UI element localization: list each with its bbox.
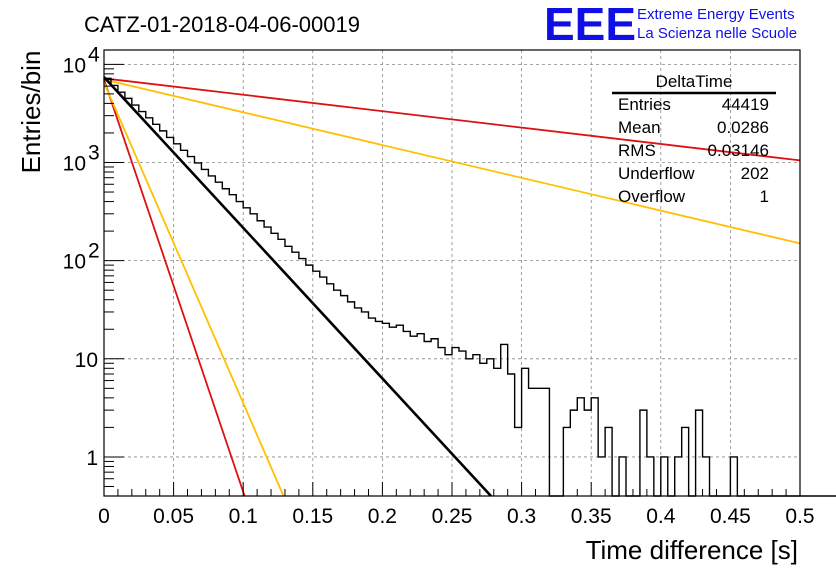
fit-curve <box>103 79 246 497</box>
x-tick-label: 0.25 <box>432 505 473 528</box>
stats-rows: Entries 44419 Mean 0.0286 RMS 0.03146 Underflo… <box>618 95 769 206</box>
stats-value: 202 <box>741 164 769 183</box>
y-tick-exponent: 3 <box>88 141 100 164</box>
logo-mark: EEE <box>544 0 636 50</box>
logo-line-2: La Scienza nelle Scuole <box>637 25 797 42</box>
histogram-series <box>104 77 836 497</box>
x-tick-label: 0.2 <box>368 505 397 528</box>
fit-curves <box>103 76 801 497</box>
stats-label: Overflow <box>618 187 686 206</box>
x-tick-label: 0 <box>98 505 110 528</box>
stats-value: 1 <box>760 187 769 206</box>
stats-label: Mean <box>618 118 661 137</box>
y-tick-label: 10 <box>63 54 86 77</box>
logo-line-1: Extreme Energy Events <box>637 6 795 23</box>
x-tick-label: 0.35 <box>571 505 612 528</box>
fit-curve <box>103 82 285 497</box>
x-tick-label: 0.05 <box>153 505 194 528</box>
axis-ticks <box>103 63 801 497</box>
fit-curve <box>103 78 801 245</box>
stats-label: Underflow <box>618 164 695 183</box>
stats-label: RMS <box>618 141 656 160</box>
x-tick-label: 0.15 <box>292 505 333 528</box>
stats-value: 0.03146 <box>708 141 769 160</box>
fit-curve <box>103 77 801 162</box>
stats-title: DeltaTime <box>656 72 733 91</box>
x-tick-label: 0.4 <box>646 505 676 528</box>
x-axis-label: Time difference [s] <box>586 535 798 565</box>
stats-value: 0.0286 <box>717 118 769 137</box>
x-tick-label: 0.5 <box>785 505 814 528</box>
stats-value: 44419 <box>722 95 769 114</box>
fit-curve <box>103 76 492 497</box>
y-tick-exponent: 2 <box>88 240 100 263</box>
x-tick-label: 0.3 <box>507 505 536 528</box>
grid-lines <box>104 50 800 496</box>
chart-title: CATZ-01-2018-04-06-00019 <box>84 12 360 37</box>
y-tick-label: 10 <box>75 349 98 372</box>
y-axis-label: Entries/bin <box>16 51 46 174</box>
y-tick-label: 10 <box>63 152 86 175</box>
y-tick-label: 10 <box>63 251 86 274</box>
histogram-step-line <box>104 77 836 497</box>
x-tick-label: 0.1 <box>229 505 258 528</box>
y-tick-label: 1 <box>86 447 98 470</box>
eee-logo: EEE Extreme Energy Events La Scienza nel… <box>544 0 797 50</box>
x-tick-label: 0.45 <box>710 505 751 528</box>
stats-label: Entries <box>618 95 671 114</box>
x-tick-labels: 0 0.05 0.1 0.15 0.2 0.25 0.3 0.35 0.4 0.45 0.5 <box>98 505 814 528</box>
stats-box: DeltaTime Entries 44419 Mean 0.0286 RMS 0.031… <box>612 72 776 206</box>
y-tick-exponent: 4 <box>88 43 100 66</box>
